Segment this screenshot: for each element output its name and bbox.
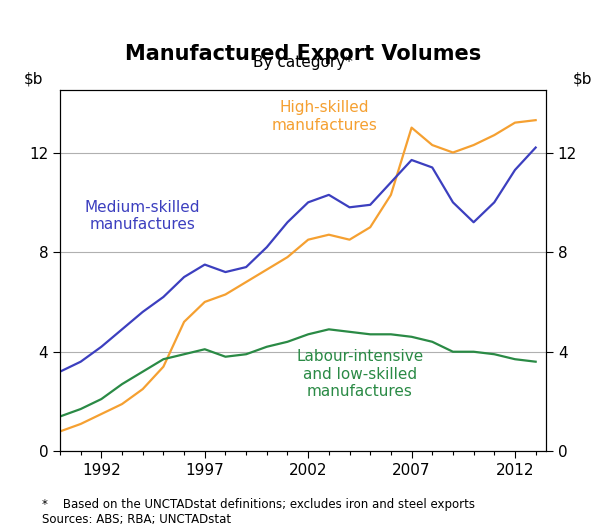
Text: Labour-intensive
and low-skilled
manufactures: Labour-intensive and low-skilled manufac… bbox=[296, 349, 424, 399]
Text: By category*: By category* bbox=[253, 55, 353, 71]
Text: *    Based on the UNCTADstat definitions; excludes iron and steel exports
Source: * Based on the UNCTADstat definitions; e… bbox=[42, 498, 475, 526]
Title: Manufactured Export Volumes: Manufactured Export Volumes bbox=[125, 44, 481, 64]
Text: Medium-skilled
manufactures: Medium-skilled manufactures bbox=[85, 200, 200, 232]
Text: High-skilled
manufactures: High-skilled manufactures bbox=[272, 100, 377, 133]
Text: $b: $b bbox=[23, 72, 43, 87]
Text: $b: $b bbox=[573, 72, 592, 87]
